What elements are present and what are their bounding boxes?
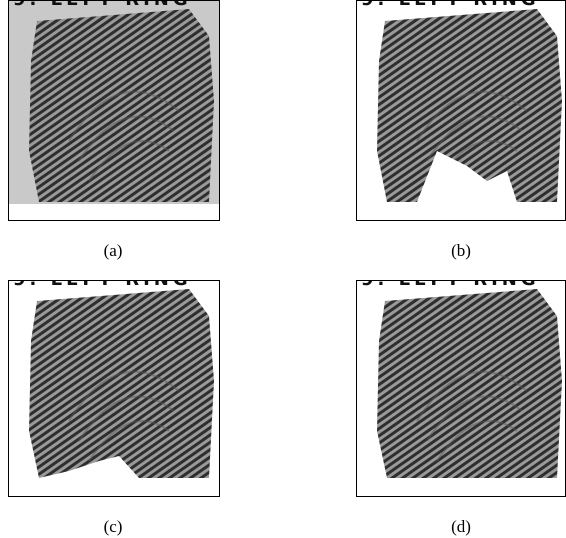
fingerprint (377, 9, 562, 202)
image-frame: 9. LEFT RING (8, 280, 220, 497)
fingerprint (377, 289, 562, 478)
image-text: 9. LEFT RING (13, 281, 192, 290)
whorl (68, 370, 180, 462)
image-text: 9. LEFT RING (361, 281, 540, 290)
image-text: 9. LEFT RING (13, 1, 192, 10)
caption: (c) (103, 517, 123, 536)
fingerprint-image: 9. LEFT RING (361, 1, 562, 202)
image-text: 9. LEFT RING (361, 1, 540, 10)
image-frame: 9. LEFT RING (356, 0, 566, 221)
fingerprint-image: 9. LEFT RING (13, 281, 214, 478)
caption: (b) (451, 241, 471, 260)
missing-region (39, 456, 139, 478)
whorl (68, 90, 180, 182)
fingerprint-image: 9. LEFT RING (9, 1, 219, 204)
fingerprint (29, 289, 214, 478)
image-frame: 9. LEFT RING (8, 0, 220, 221)
missing-region (417, 151, 517, 202)
image-frame: 9. LEFT RING (356, 280, 566, 497)
whorl (416, 370, 528, 462)
fingerprint-image: 9. LEFT RING (361, 281, 562, 478)
caption: (a) (103, 241, 123, 260)
fingerprint (29, 9, 214, 202)
caption: (d) (451, 517, 471, 536)
